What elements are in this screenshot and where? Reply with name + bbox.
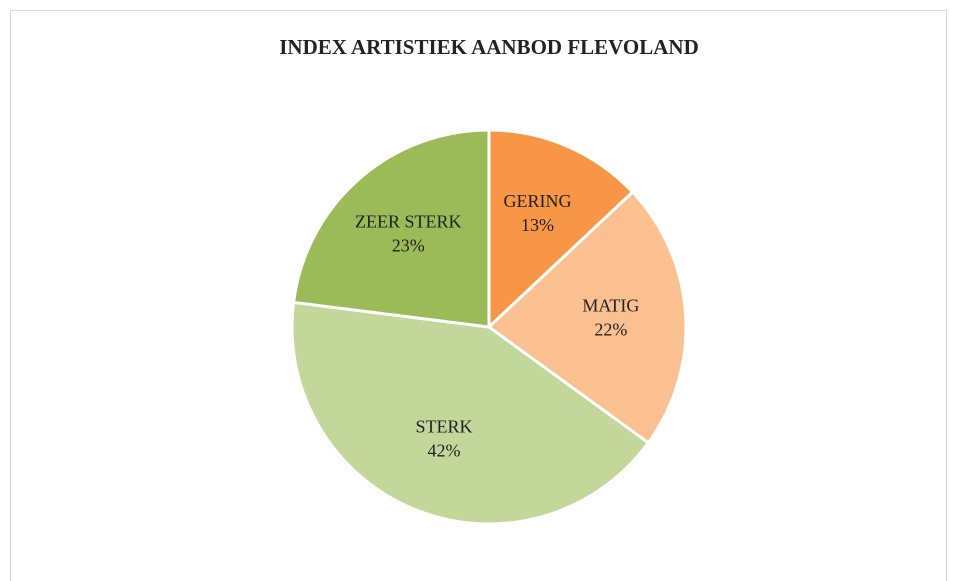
- slice-category-label: STERK: [416, 417, 473, 437]
- slice-value-label: 42%: [428, 441, 461, 461]
- slice-category-label: MATIG: [582, 295, 639, 315]
- slice-category-label: GERING: [504, 191, 572, 211]
- slice-category-label: ZEER STERK: [355, 212, 462, 232]
- slice-value-label: 22%: [594, 319, 627, 339]
- slice-value-label: 13%: [521, 215, 554, 235]
- chart-title: INDEX ARTISTIEK AANBOD FLEVOLAND: [279, 35, 699, 59]
- slice-value-label: 23%: [392, 236, 425, 256]
- pie-slice: [291, 128, 491, 329]
- pie-slice: [486, 190, 688, 445]
- pie-slice: [290, 300, 651, 526]
- pie-slice: [487, 128, 635, 331]
